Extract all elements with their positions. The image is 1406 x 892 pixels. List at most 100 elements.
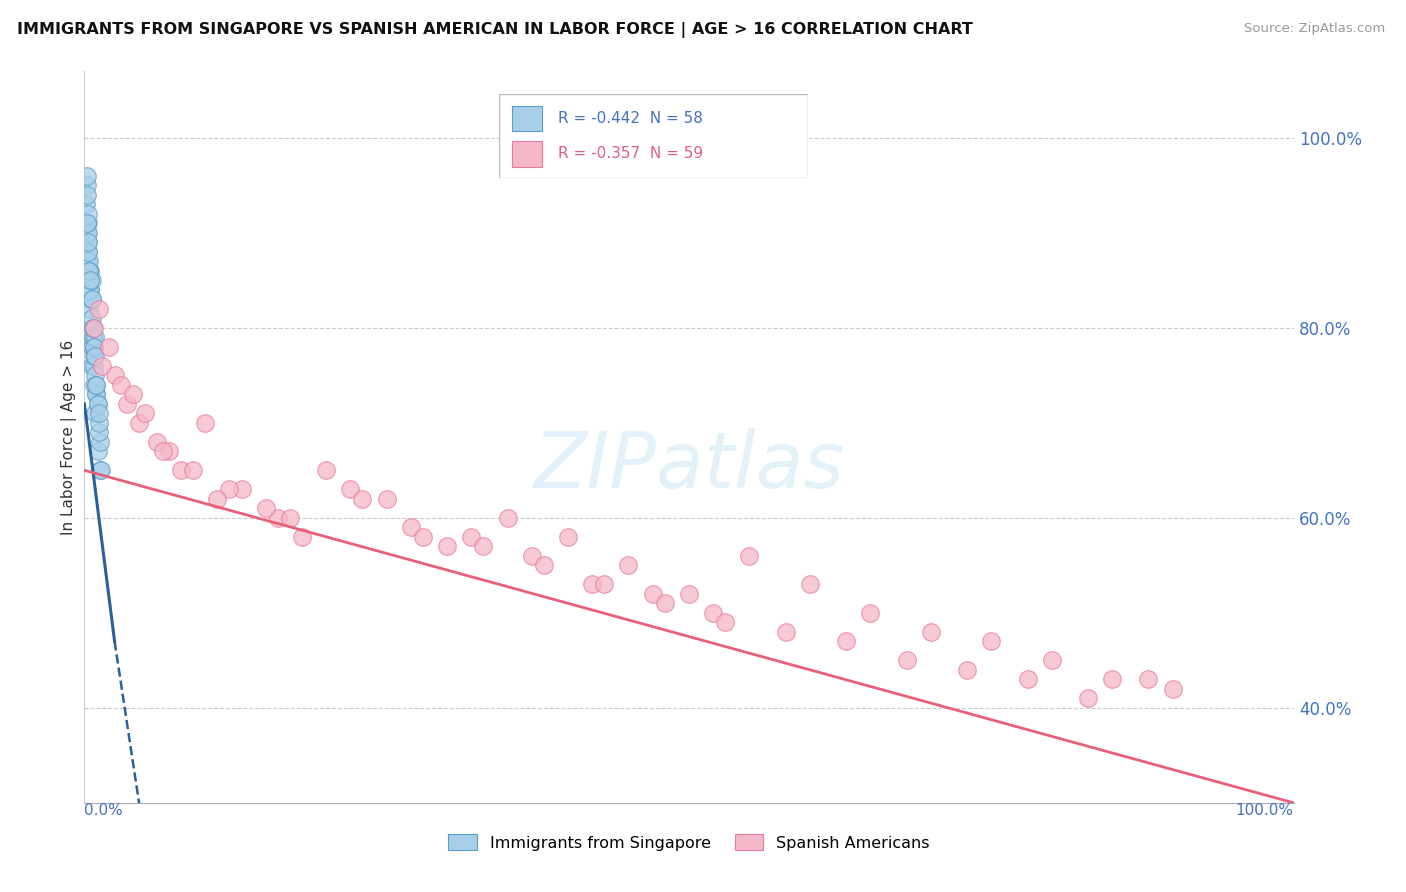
Point <box>533 558 555 573</box>
Point <box>980 634 1002 648</box>
Point <box>86 377 108 392</box>
Point <box>134 406 156 420</box>
Point <box>84 330 107 344</box>
Point <box>339 483 361 497</box>
Point <box>152 444 174 458</box>
Point <box>1101 673 1123 687</box>
Text: Source: ZipAtlas.com: Source: ZipAtlas.com <box>1244 22 1385 36</box>
Point <box>91 359 114 373</box>
Point <box>89 463 111 477</box>
Point <box>80 311 103 326</box>
Point <box>641 587 664 601</box>
Text: 0.0%: 0.0% <box>84 803 124 818</box>
Point <box>231 483 253 497</box>
Point <box>714 615 737 630</box>
Point <box>278 511 301 525</box>
Point <box>77 293 100 307</box>
Point <box>86 387 108 401</box>
Point <box>75 197 97 211</box>
Point <box>77 301 100 316</box>
Point <box>399 520 422 534</box>
Point <box>207 491 229 506</box>
Point <box>617 558 640 573</box>
Point <box>896 653 918 667</box>
Point <box>835 634 858 648</box>
Point <box>859 606 882 620</box>
Point <box>77 244 100 259</box>
Point <box>115 397 138 411</box>
Point <box>315 463 337 477</box>
Point <box>86 397 108 411</box>
Point <box>181 463 204 477</box>
Point <box>86 444 108 458</box>
Point <box>291 530 314 544</box>
Point <box>375 491 398 506</box>
Point <box>170 463 193 477</box>
Point <box>79 264 101 278</box>
Point <box>76 169 98 183</box>
Point <box>80 340 103 354</box>
Point <box>76 187 98 202</box>
Point <box>76 178 98 193</box>
Point <box>146 434 169 449</box>
Point <box>110 377 132 392</box>
Point <box>956 663 979 677</box>
Bar <box>512 105 543 131</box>
Point <box>83 340 105 354</box>
Point <box>80 293 103 307</box>
Point <box>520 549 543 563</box>
FancyBboxPatch shape <box>499 94 808 178</box>
Point <box>80 359 103 373</box>
Point <box>87 425 110 440</box>
Point <box>86 377 108 392</box>
Point <box>76 216 98 230</box>
Text: R = -0.442  N = 58: R = -0.442 N = 58 <box>558 111 703 126</box>
Point <box>80 293 103 307</box>
Point <box>104 368 127 383</box>
Point <box>84 349 107 363</box>
Bar <box>512 141 543 167</box>
Point <box>128 416 150 430</box>
Point <box>87 301 110 316</box>
Point <box>1137 673 1160 687</box>
Point <box>799 577 821 591</box>
Point <box>83 359 105 373</box>
Point <box>82 330 104 344</box>
Point <box>77 216 100 230</box>
Point <box>77 207 100 221</box>
Text: 100.0%: 100.0% <box>1236 803 1294 818</box>
Point <box>77 226 100 240</box>
Point <box>157 444 180 458</box>
Point <box>702 606 724 620</box>
Point <box>79 273 101 287</box>
Point <box>83 349 105 363</box>
Point <box>77 235 100 250</box>
Point <box>77 264 100 278</box>
Point <box>82 321 104 335</box>
Point <box>460 530 482 544</box>
Point <box>472 539 495 553</box>
Legend: Immigrants from Singapore, Spanish Americans: Immigrants from Singapore, Spanish Ameri… <box>441 828 936 857</box>
Point <box>218 483 240 497</box>
Point <box>79 283 101 297</box>
Point <box>83 340 105 354</box>
Point <box>920 624 942 639</box>
Point <box>77 244 100 259</box>
Point <box>436 539 458 553</box>
Point <box>194 416 217 430</box>
Point <box>90 463 112 477</box>
Text: R = -0.357  N = 59: R = -0.357 N = 59 <box>558 146 703 161</box>
Point <box>76 254 98 268</box>
Point <box>1017 673 1039 687</box>
Point <box>678 587 700 601</box>
Point <box>1161 681 1184 696</box>
Point <box>496 511 519 525</box>
Point <box>1077 691 1099 706</box>
Point <box>412 530 434 544</box>
Point <box>84 406 107 420</box>
Point <box>557 530 579 544</box>
Point <box>82 321 104 335</box>
Point <box>82 330 104 344</box>
Point <box>80 273 103 287</box>
Point <box>254 501 277 516</box>
